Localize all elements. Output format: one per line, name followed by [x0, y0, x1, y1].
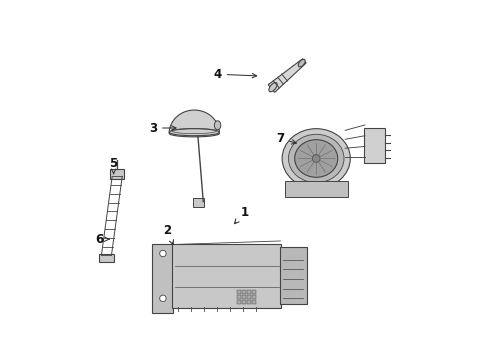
Text: 5: 5	[109, 157, 118, 174]
FancyBboxPatch shape	[193, 198, 203, 207]
Text: 3: 3	[149, 122, 176, 135]
Circle shape	[160, 295, 166, 302]
FancyBboxPatch shape	[285, 181, 347, 197]
FancyBboxPatch shape	[110, 169, 124, 179]
Ellipse shape	[298, 59, 305, 67]
Ellipse shape	[214, 121, 221, 130]
FancyBboxPatch shape	[152, 244, 173, 314]
FancyBboxPatch shape	[237, 291, 241, 294]
Text: 4: 4	[213, 68, 256, 81]
FancyBboxPatch shape	[99, 253, 113, 262]
Polygon shape	[169, 110, 219, 137]
Ellipse shape	[288, 134, 344, 183]
Text: 6: 6	[95, 233, 109, 246]
FancyBboxPatch shape	[242, 301, 246, 305]
Polygon shape	[267, 59, 305, 93]
Ellipse shape	[282, 129, 349, 188]
FancyBboxPatch shape	[252, 296, 256, 300]
FancyBboxPatch shape	[247, 296, 251, 300]
FancyBboxPatch shape	[252, 301, 256, 305]
FancyBboxPatch shape	[172, 244, 281, 308]
Ellipse shape	[294, 140, 337, 177]
FancyBboxPatch shape	[247, 301, 251, 305]
Ellipse shape	[268, 82, 277, 92]
Text: 1: 1	[234, 206, 248, 224]
FancyBboxPatch shape	[279, 247, 306, 305]
Circle shape	[312, 154, 320, 162]
Circle shape	[160, 250, 166, 257]
FancyBboxPatch shape	[247, 291, 251, 294]
FancyBboxPatch shape	[242, 296, 246, 300]
FancyBboxPatch shape	[364, 128, 385, 163]
FancyBboxPatch shape	[252, 291, 256, 294]
FancyBboxPatch shape	[237, 296, 241, 300]
Text: 2: 2	[163, 224, 173, 244]
FancyBboxPatch shape	[242, 291, 246, 294]
Text: 7: 7	[276, 132, 296, 145]
FancyBboxPatch shape	[237, 301, 241, 305]
